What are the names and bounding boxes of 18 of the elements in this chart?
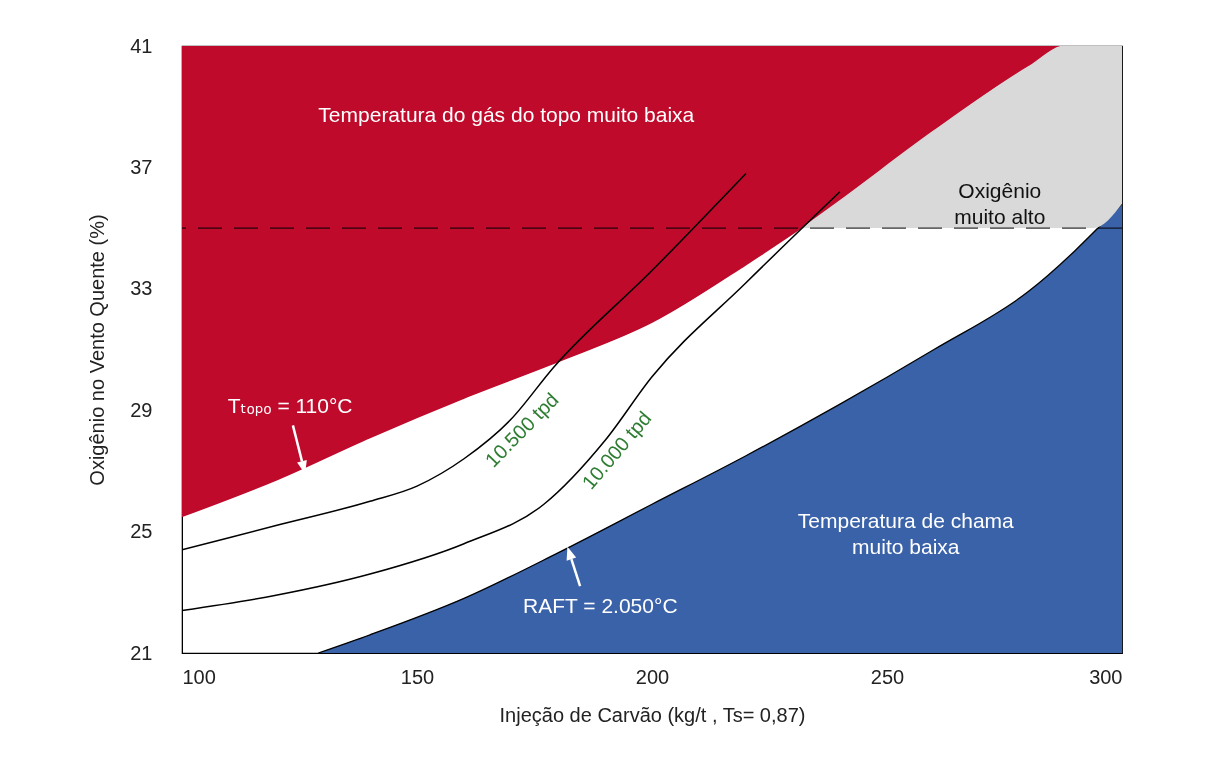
y-tick-label: 33 <box>130 277 153 300</box>
y-axis-title: Oxigênio no Vento Quente (%) <box>86 214 109 486</box>
x-tick-label: 250 <box>870 665 905 688</box>
y-tick-label: 29 <box>130 398 153 421</box>
x-tick-label: 100 <box>182 665 216 688</box>
annotation: Tₜₒₚₒ = 110°C <box>227 394 353 418</box>
x-tick-label: 300 <box>1089 665 1123 688</box>
y-tick-label: 41 <box>130 34 153 57</box>
annotation: RAFT = 2.050°C <box>523 594 678 618</box>
y-tick-label: 21 <box>130 641 153 664</box>
y-tick-label: 25 <box>130 520 153 543</box>
x-tick-label: 150 <box>400 665 435 688</box>
y-tick-label: 37 <box>130 155 153 178</box>
x-tick-label: 200 <box>635 665 670 688</box>
x-axis-title: Injeção de Carvão (kg/t , Ts= 0,87) <box>499 703 806 726</box>
annotation: Oxigênio muito alto <box>954 178 1046 228</box>
annotation: Temperatura de chama muito baixa <box>797 509 1015 559</box>
annotation: Temperatura do gás do topo muito baixa <box>318 102 695 126</box>
